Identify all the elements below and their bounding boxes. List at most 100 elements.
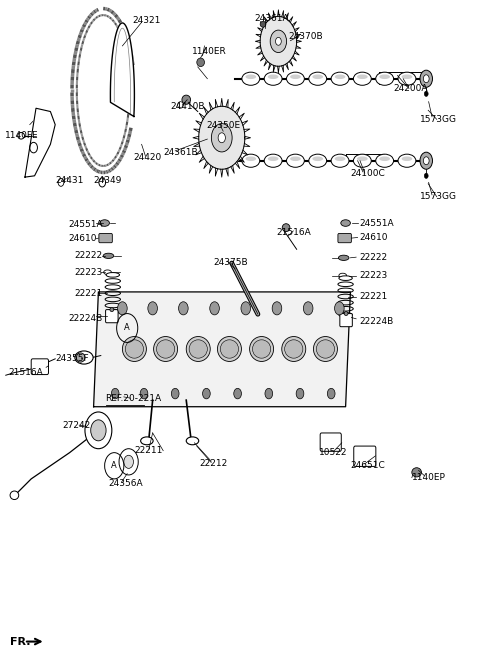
Text: 22221: 22221 — [74, 289, 103, 298]
Ellipse shape — [75, 351, 93, 364]
Ellipse shape — [357, 157, 368, 161]
Circle shape — [211, 123, 232, 152]
Circle shape — [171, 388, 179, 399]
Ellipse shape — [242, 72, 260, 85]
Polygon shape — [25, 108, 55, 177]
Text: 1573GG: 1573GG — [420, 115, 457, 124]
Text: 24356A: 24356A — [108, 479, 143, 488]
Text: 24350E: 24350E — [206, 121, 240, 131]
Ellipse shape — [285, 340, 303, 358]
Circle shape — [265, 388, 273, 399]
Ellipse shape — [245, 157, 256, 161]
Circle shape — [140, 388, 148, 399]
Circle shape — [420, 70, 432, 87]
FancyBboxPatch shape — [106, 310, 118, 323]
Circle shape — [423, 75, 429, 83]
Circle shape — [210, 302, 219, 315]
FancyBboxPatch shape — [354, 446, 376, 466]
Circle shape — [327, 388, 335, 399]
Ellipse shape — [103, 253, 114, 258]
Text: 27242: 27242 — [62, 420, 91, 430]
Text: 24349: 24349 — [94, 176, 122, 185]
Ellipse shape — [316, 340, 335, 358]
Text: 24355F: 24355F — [55, 354, 89, 363]
Circle shape — [272, 302, 282, 315]
Text: REF.20-221A: REF.20-221A — [106, 394, 162, 403]
Circle shape — [424, 173, 428, 178]
Ellipse shape — [335, 157, 346, 161]
Text: 22222: 22222 — [74, 251, 103, 260]
Circle shape — [234, 388, 241, 399]
Text: 24361A: 24361A — [254, 14, 289, 23]
Polygon shape — [260, 16, 297, 66]
Text: 24651C: 24651C — [350, 461, 385, 470]
Text: A: A — [124, 323, 130, 333]
Circle shape — [124, 455, 133, 468]
Circle shape — [276, 37, 281, 45]
Circle shape — [270, 30, 287, 52]
Ellipse shape — [312, 157, 323, 161]
Text: A: A — [111, 461, 117, 470]
Circle shape — [241, 302, 251, 315]
Ellipse shape — [125, 340, 144, 358]
Ellipse shape — [398, 72, 416, 85]
Ellipse shape — [309, 154, 327, 167]
Ellipse shape — [339, 313, 352, 317]
Circle shape — [203, 388, 210, 399]
Text: 21516A: 21516A — [276, 228, 311, 237]
Text: 22224B: 22224B — [68, 314, 102, 323]
Circle shape — [91, 420, 106, 441]
Ellipse shape — [156, 340, 175, 358]
Ellipse shape — [264, 72, 282, 85]
Ellipse shape — [110, 308, 114, 312]
Circle shape — [179, 302, 188, 315]
Circle shape — [420, 152, 432, 169]
Text: 24610: 24610 — [359, 233, 387, 242]
Text: 1140FE: 1140FE — [5, 131, 38, 140]
Text: 24370B: 24370B — [288, 31, 323, 41]
Ellipse shape — [379, 74, 390, 79]
Ellipse shape — [268, 74, 278, 79]
Ellipse shape — [353, 154, 371, 167]
Ellipse shape — [344, 312, 348, 316]
Circle shape — [424, 91, 428, 96]
Ellipse shape — [268, 157, 278, 161]
Ellipse shape — [106, 273, 120, 277]
Text: 24420: 24420 — [133, 153, 162, 162]
FancyBboxPatch shape — [340, 314, 352, 327]
Polygon shape — [199, 106, 245, 169]
Circle shape — [303, 302, 313, 315]
Ellipse shape — [186, 337, 210, 361]
Ellipse shape — [189, 340, 207, 358]
Ellipse shape — [338, 255, 349, 260]
Text: 22211: 22211 — [134, 446, 163, 455]
Ellipse shape — [341, 220, 350, 226]
Ellipse shape — [309, 72, 327, 85]
Ellipse shape — [264, 154, 282, 167]
Ellipse shape — [186, 437, 199, 445]
Ellipse shape — [10, 491, 19, 500]
Ellipse shape — [402, 157, 412, 161]
Ellipse shape — [290, 157, 301, 161]
Ellipse shape — [245, 74, 256, 79]
Text: 1140ER: 1140ER — [192, 47, 227, 56]
Ellipse shape — [287, 72, 304, 85]
Ellipse shape — [197, 58, 204, 66]
Text: 24321: 24321 — [132, 16, 160, 26]
Circle shape — [423, 157, 429, 165]
Ellipse shape — [182, 95, 191, 104]
Text: 24551A: 24551A — [359, 218, 394, 228]
Text: 24410B: 24410B — [170, 102, 205, 111]
Ellipse shape — [331, 72, 349, 85]
Ellipse shape — [260, 22, 266, 28]
Text: 22224B: 22224B — [359, 317, 393, 326]
Circle shape — [85, 412, 112, 449]
Ellipse shape — [335, 74, 346, 79]
Text: 22222: 22222 — [359, 253, 387, 262]
Ellipse shape — [376, 72, 394, 85]
Ellipse shape — [122, 337, 146, 361]
Ellipse shape — [178, 102, 183, 108]
Text: 24610: 24610 — [68, 234, 96, 243]
Ellipse shape — [353, 72, 371, 85]
Text: 1573GG: 1573GG — [420, 192, 457, 201]
